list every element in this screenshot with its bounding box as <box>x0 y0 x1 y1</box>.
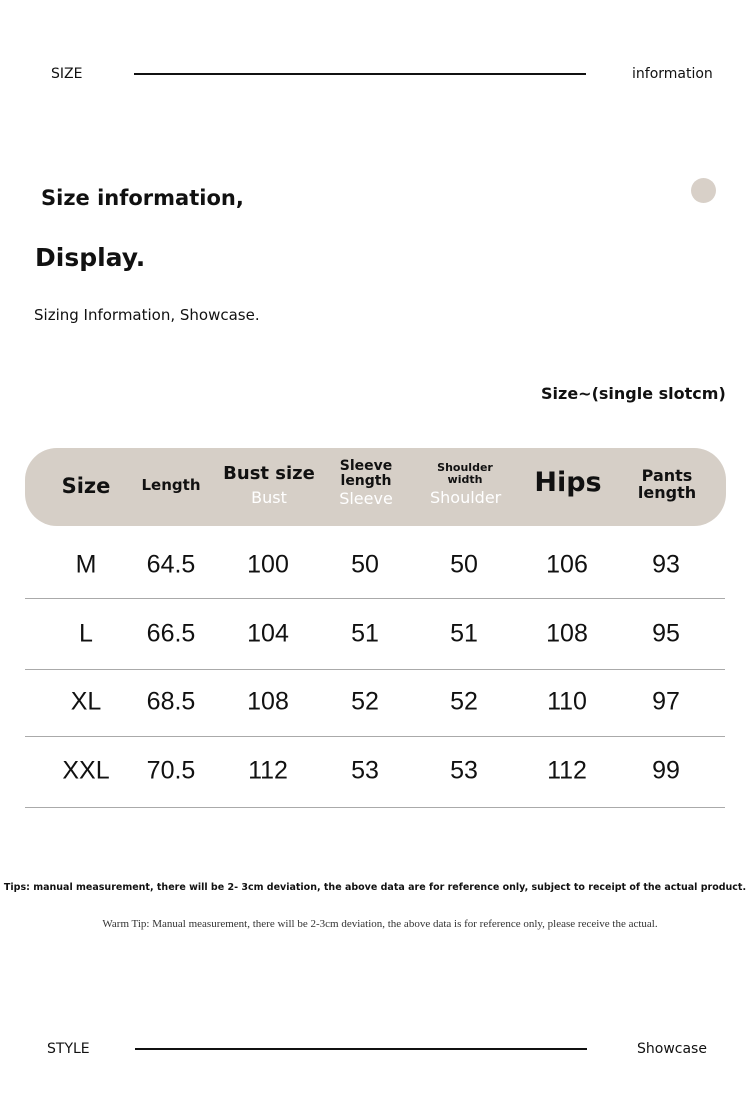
header-bust-label: Bust size <box>223 463 315 484</box>
table-cell: 52 <box>450 687 478 716</box>
header-shoulder-sub: Shoulder <box>430 488 502 508</box>
table-cell: 51 <box>351 619 379 648</box>
table-cell: XXL <box>62 756 110 785</box>
table-cell: M <box>75 550 97 579</box>
table-cell: 68.5 <box>146 687 196 716</box>
table-cell: 104 <box>247 619 289 648</box>
title-line-2: Display. <box>35 243 146 272</box>
top-right-label: information <box>632 66 713 82</box>
table-cell: XL <box>70 687 102 716</box>
header-sleeve: Sleeve length Sleeve <box>331 459 401 508</box>
title-line-1: Size information, <box>41 186 244 210</box>
bottom-left-label: STYLE <box>47 1041 90 1057</box>
header-sleeve-label: Sleeve length <box>339 458 393 489</box>
table-cell: 108 <box>247 687 289 716</box>
bottom-divider <box>135 1048 587 1050</box>
table-cell: 112 <box>547 756 587 785</box>
table-cell: L <box>79 619 93 648</box>
row-divider <box>25 736 725 737</box>
header-size: Size <box>61 474 111 498</box>
unit-note: Size~(single slotcm) <box>541 384 726 403</box>
header-shoulder-label: Shoulder width <box>437 461 493 486</box>
table-cell: 66.5 <box>146 619 196 648</box>
top-left-label: SIZE <box>51 66 83 82</box>
subtitle: Sizing Information, Showcase. <box>34 306 260 324</box>
table-cell: 97 <box>652 687 680 716</box>
header-bust: Bust size Bust <box>223 463 315 507</box>
table-cell: 51 <box>450 619 478 648</box>
table-cell: 50 <box>450 550 478 579</box>
row-divider <box>25 669 725 670</box>
table-cell: 93 <box>652 550 680 579</box>
tip-english: Tips: manual measurement, there will be … <box>3 882 747 893</box>
table-cell: 100 <box>247 550 289 579</box>
table-cell: 70.5 <box>146 756 196 785</box>
table-cell: 53 <box>450 756 478 785</box>
header-sleeve-sub: Sleeve <box>339 489 393 509</box>
table-cell: 112 <box>248 756 288 785</box>
table-header <box>25 448 726 526</box>
table-cell: 50 <box>351 550 379 579</box>
top-divider <box>134 73 586 75</box>
table-cell: 95 <box>652 619 680 648</box>
table-cell: 99 <box>652 756 680 785</box>
row-divider <box>25 807 725 808</box>
header-pants: Pants length <box>637 466 697 502</box>
table-cell: 53 <box>351 756 379 785</box>
header-bust-sub: Bust <box>251 487 287 507</box>
bottom-right-label: Showcase <box>637 1041 707 1057</box>
row-divider <box>25 598 725 599</box>
table-cell: 64.5 <box>146 550 196 579</box>
table-cell: 110 <box>547 687 587 716</box>
header-shoulder: Shoulder width Shoulder <box>430 461 502 508</box>
tip-warm: Warm Tip: Manual measurement, there will… <box>102 918 658 930</box>
decorative-dot <box>691 178 716 203</box>
table-cell: 106 <box>546 550 588 579</box>
header-length: Length <box>141 476 201 494</box>
table-cell: 52 <box>351 687 379 716</box>
header-hips: Hips <box>534 467 602 498</box>
table-cell: 108 <box>546 619 588 648</box>
